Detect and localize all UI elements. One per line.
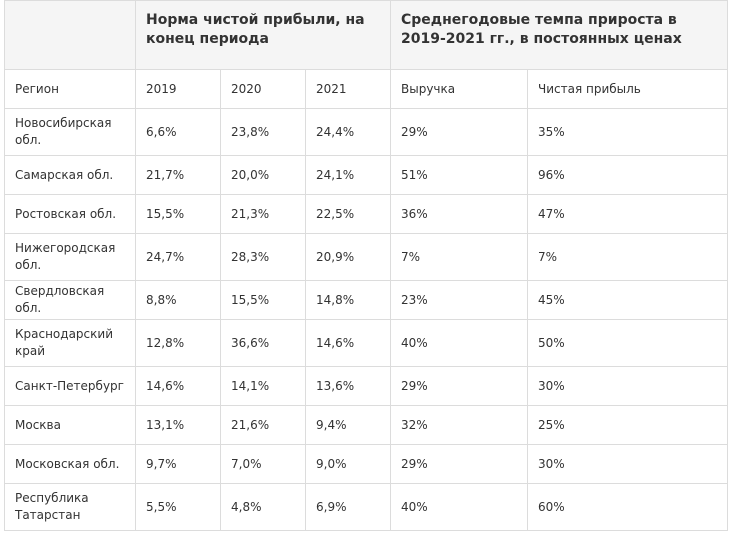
- table-row: Нижегородская обл. 24,7% 28,3% 20,9% 7% 7%: [4, 233, 728, 281]
- net-profit-growth-cell: 45%: [527, 280, 728, 320]
- data-table: Норма чистой прибыли, на конец периода С…: [4, 0, 728, 531]
- revenue-growth-cell: 23%: [390, 280, 528, 320]
- group-header-growth: Среднегодовые темпа прироста в 2019-2021…: [390, 0, 728, 70]
- region-cell: Краснодарский край: [4, 319, 136, 367]
- net-profit-growth-cell: 30%: [527, 366, 728, 406]
- net-profit-growth-cell: 47%: [527, 194, 728, 234]
- table-row: Московская обл. 9,7% 7,0% 9,0% 29% 30%: [4, 444, 728, 484]
- table-row: Москва 13,1% 21,6% 9,4% 32% 25%: [4, 405, 728, 445]
- column-header-2020: 2020: [220, 69, 306, 109]
- margin-2021-cell: 9,0%: [305, 444, 391, 484]
- margin-2019-cell: 13,1%: [135, 405, 221, 445]
- table-row: Краснодарский край 12,8% 36,6% 14,6% 40% 50%: [4, 319, 728, 367]
- margin-2020-cell: 36,6%: [220, 319, 306, 367]
- margin-2019-cell: 8,8%: [135, 280, 221, 320]
- net-profit-growth-cell: 60%: [527, 483, 728, 531]
- revenue-growth-cell: 36%: [390, 194, 528, 234]
- column-header-row: Регион 2019 2020 2021 Выручка Чистая при…: [4, 69, 728, 109]
- table-row: Новосибирская обл. 6,6% 23,8% 24,4% 29% 35%: [4, 108, 728, 156]
- margin-2019-cell: 21,7%: [135, 155, 221, 195]
- revenue-growth-cell: 40%: [390, 483, 528, 531]
- column-header-2019: 2019: [135, 69, 221, 109]
- net-profit-growth-cell: 7%: [527, 233, 728, 281]
- margin-2021-cell: 14,6%: [305, 319, 391, 367]
- margin-2019-cell: 14,6%: [135, 366, 221, 406]
- margin-2020-cell: 15,5%: [220, 280, 306, 320]
- margin-2021-cell: 20,9%: [305, 233, 391, 281]
- region-cell: Санкт-Петербург: [4, 366, 136, 406]
- column-header-revenue: Выручка: [390, 69, 528, 109]
- table-row: Ростовская обл. 15,5% 21,3% 22,5% 36% 47%: [4, 194, 728, 234]
- region-cell: Нижегородская обл.: [4, 233, 136, 281]
- group-header-row: Норма чистой прибыли, на конец периода С…: [4, 0, 728, 70]
- revenue-growth-cell: 29%: [390, 366, 528, 406]
- region-cell: Новосибирская обл.: [4, 108, 136, 156]
- margin-2020-cell: 28,3%: [220, 233, 306, 281]
- margin-2020-cell: 21,6%: [220, 405, 306, 445]
- revenue-growth-cell: 7%: [390, 233, 528, 281]
- margin-2021-cell: 9,4%: [305, 405, 391, 445]
- margin-2020-cell: 23,8%: [220, 108, 306, 156]
- margin-2019-cell: 6,6%: [135, 108, 221, 156]
- column-header-net-profit: Чистая прибыль: [527, 69, 728, 109]
- net-profit-growth-cell: 50%: [527, 319, 728, 367]
- table-row: Самарская обл. 21,7% 20,0% 24,1% 51% 96%: [4, 155, 728, 195]
- region-cell: Ростовская обл.: [4, 194, 136, 234]
- margin-2019-cell: 12,8%: [135, 319, 221, 367]
- margin-2020-cell: 4,8%: [220, 483, 306, 531]
- margin-2019-cell: 9,7%: [135, 444, 221, 484]
- table-row: Республика Татарстан 5,5% 4,8% 6,9% 40% 60%: [4, 483, 728, 531]
- margin-2021-cell: 24,1%: [305, 155, 391, 195]
- revenue-growth-cell: 29%: [390, 108, 528, 156]
- revenue-growth-cell: 40%: [390, 319, 528, 367]
- net-profit-growth-cell: 35%: [527, 108, 728, 156]
- column-header-region: Регион: [4, 69, 136, 109]
- region-cell: Свердловская обл.: [4, 280, 136, 320]
- table-row: Свердловская обл. 8,8% 15,5% 14,8% 23% 45%: [4, 280, 728, 320]
- margin-2020-cell: 14,1%: [220, 366, 306, 406]
- revenue-growth-cell: 29%: [390, 444, 528, 484]
- group-header-net-margin: Норма чистой прибыли, на конец периода: [135, 0, 391, 70]
- margin-2019-cell: 24,7%: [135, 233, 221, 281]
- margin-2021-cell: 24,4%: [305, 108, 391, 156]
- column-header-2021: 2021: [305, 69, 391, 109]
- margin-2019-cell: 5,5%: [135, 483, 221, 531]
- table-row: Санкт-Петербург 14,6% 14,1% 13,6% 29% 30%: [4, 366, 728, 406]
- margin-2020-cell: 7,0%: [220, 444, 306, 484]
- net-profit-growth-cell: 25%: [527, 405, 728, 445]
- region-cell: Москва: [4, 405, 136, 445]
- margin-2021-cell: 14,8%: [305, 280, 391, 320]
- region-cell: Самарская обл.: [4, 155, 136, 195]
- net-profit-growth-cell: 96%: [527, 155, 728, 195]
- group-header-empty: [4, 0, 136, 70]
- margin-2019-cell: 15,5%: [135, 194, 221, 234]
- net-profit-growth-cell: 30%: [527, 444, 728, 484]
- revenue-growth-cell: 51%: [390, 155, 528, 195]
- margin-2021-cell: 22,5%: [305, 194, 391, 234]
- margin-2021-cell: 6,9%: [305, 483, 391, 531]
- revenue-growth-cell: 32%: [390, 405, 528, 445]
- margin-2020-cell: 21,3%: [220, 194, 306, 234]
- region-cell: Московская обл.: [4, 444, 136, 484]
- margin-2020-cell: 20,0%: [220, 155, 306, 195]
- margin-2021-cell: 13,6%: [305, 366, 391, 406]
- region-cell: Республика Татарстан: [4, 483, 136, 531]
